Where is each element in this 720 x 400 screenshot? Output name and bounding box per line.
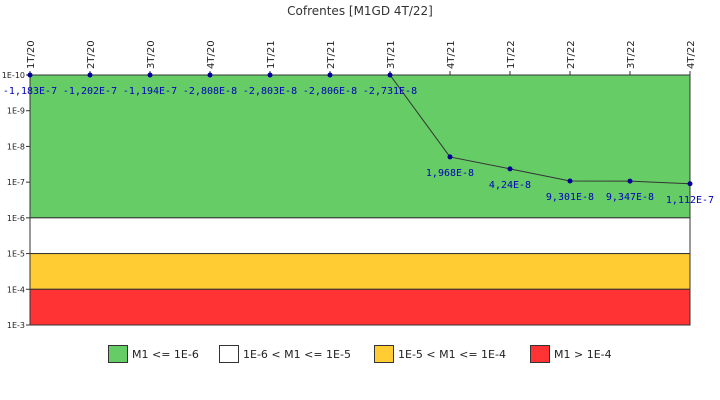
legend-label: 1E-5 < M1 <= 1E-4 [398,347,506,361]
band-0 [29,74,691,219]
data-label: -2,808E-8 [183,86,237,97]
data-point [207,72,213,78]
y-tick-label: 1E-10 [2,71,25,80]
y-tick-label: 1E-9 [7,107,25,116]
chart-svg: Cofrentes [M1GD 4T/22] 1E-10 1E-9 1E-8 1E-7… [2,4,714,330]
data-label: 1,968E-8 [426,168,474,179]
data-label: -2,806E-8 [303,86,357,97]
data-point [267,72,273,78]
x-tick-label: 1T/22 [506,40,517,69]
legend-item: M1 <= 1E-6 [108,343,199,365]
data-label: -1,183E-7 [3,86,57,97]
x-tick-label: 2T/20 [86,40,97,69]
data-label: -1,194E-7 [123,86,177,97]
data-point [387,72,393,78]
x-tick-label: 2T/21 [326,40,337,69]
y-tick-label: 1E-8 [7,142,25,151]
legend-item: 1E-5 < M1 <= 1E-4 [374,343,506,365]
legend-label: M1 > 1E-4 [554,347,612,361]
x-tick-label: 1T/20 [26,40,37,69]
data-label: 4,24E-8 [489,180,531,191]
data-point [567,178,573,184]
x-tick-label: 3T/20 [146,40,157,69]
band-1 [29,217,691,255]
legend-swatch [374,345,394,363]
x-tick-label: 3T/21 [386,40,397,69]
x-tick-label: 4T/20 [206,40,217,69]
x-tick-label: 3T/22 [626,40,637,69]
x-tick-label: 2T/22 [566,40,577,69]
data-point [507,166,513,172]
data-point [687,181,693,187]
legend-item: M1 > 1E-4 [530,343,612,365]
data-label: 1,112E-7 [666,195,714,206]
legend-swatch [108,345,128,363]
legend-swatch [530,345,550,363]
y-tick-label: 1E-5 [7,250,25,259]
data-point [327,72,333,78]
data-point [87,72,93,78]
band-3 [29,288,691,326]
threshold-bands [29,74,691,326]
y-tick-label: 1E-4 [7,285,25,294]
data-label: -2,731E-8 [363,86,417,97]
chart-title: Cofrentes [M1GD 4T/22] [287,4,433,18]
x-tick-label: 4T/21 [446,40,457,69]
band-2 [29,253,691,290]
y-tick-label: 1E-3 [7,321,25,330]
y-tick-label: 1E-6 [7,214,25,223]
data-label: -1,202E-7 [63,86,117,97]
x-axis: 1T/20 2T/20 3T/20 4T/20 1T/21 2T/21 3T/21 4T/21… [26,40,697,75]
data-point [147,72,153,78]
x-tick-label: 4T/22 [686,40,697,69]
y-axis: 1E-10 1E-9 1E-8 1E-7 1E-6 1E-5 1E-4 1E-3 [2,71,30,330]
data-labels: -1,183E-7 -1,202E-7 -1,194E-7 -2,808E-8 -2,8… [3,86,714,206]
data-point [27,72,33,78]
data-point [627,178,633,184]
x-tick-label: 1T/21 [266,40,277,69]
legend-label: M1 <= 1E-6 [132,347,199,361]
data-label: -2,803E-8 [243,86,297,97]
data-label: 9,347E-8 [606,192,654,203]
series-line [30,74,691,185]
legend-item: 1E-6 < M1 <= 1E-5 [219,343,351,365]
data-label: 9,301E-8 [546,192,594,203]
legend-swatch [219,345,239,363]
data-point [447,154,453,160]
y-tick-label: 1E-7 [7,178,25,187]
legend: M1 <= 1E-6 1E-6 < M1 <= 1E-5 1E-5 < M1 <= … [0,343,720,369]
series-line-group [27,72,693,187]
legend-label: 1E-6 < M1 <= 1E-5 [243,347,351,361]
